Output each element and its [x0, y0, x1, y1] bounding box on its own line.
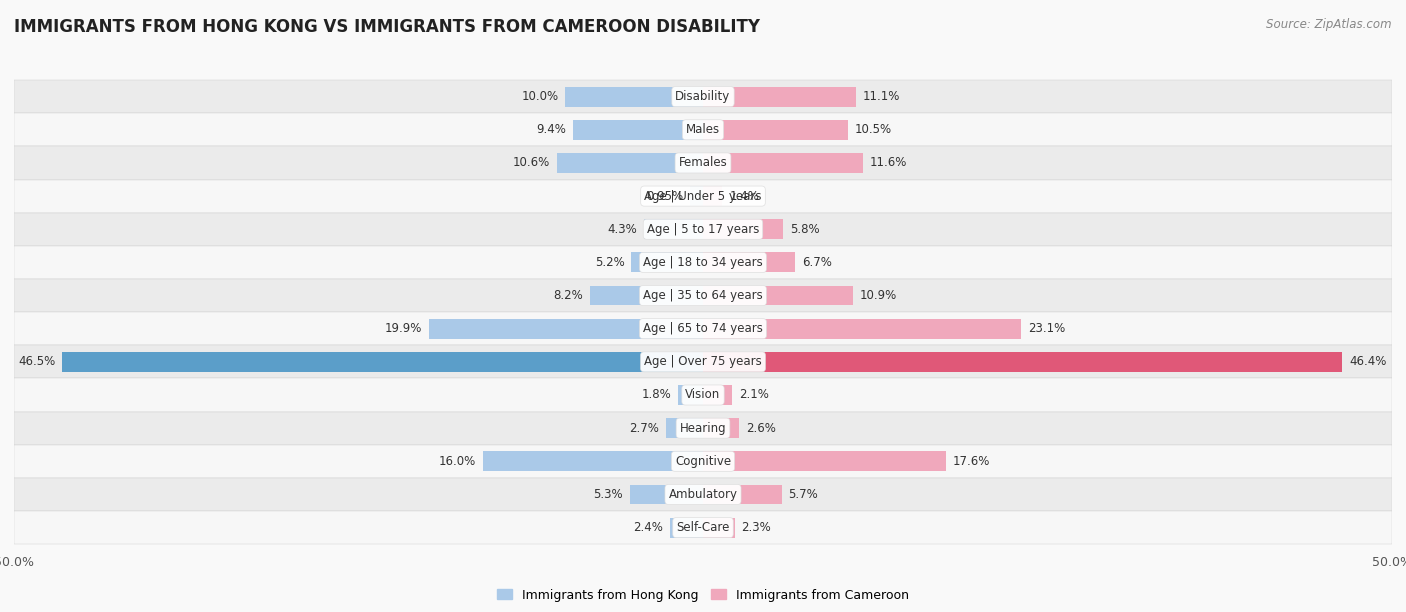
Text: 2.6%: 2.6% — [745, 422, 776, 435]
Text: 5.8%: 5.8% — [790, 223, 820, 236]
Text: Source: ZipAtlas.com: Source: ZipAtlas.com — [1267, 18, 1392, 31]
Bar — [669, 518, 703, 537]
Text: 17.6%: 17.6% — [952, 455, 990, 468]
Bar — [14, 212, 1392, 246]
Text: 0.95%: 0.95% — [645, 190, 683, 203]
Text: 1.8%: 1.8% — [641, 389, 671, 401]
Bar — [14, 478, 1392, 511]
Bar — [703, 153, 863, 173]
Text: 23.1%: 23.1% — [1028, 322, 1066, 335]
Text: Ambulatory: Ambulatory — [668, 488, 738, 501]
Bar — [14, 445, 1392, 478]
Text: 6.7%: 6.7% — [803, 256, 832, 269]
Bar — [703, 186, 723, 206]
Text: 10.5%: 10.5% — [855, 123, 891, 136]
Text: 11.6%: 11.6% — [870, 157, 907, 170]
Text: 2.1%: 2.1% — [738, 389, 769, 401]
Text: 10.6%: 10.6% — [513, 157, 550, 170]
Text: Disability: Disability — [675, 90, 731, 103]
Bar — [565, 87, 703, 106]
Bar — [14, 312, 1392, 345]
Bar — [703, 286, 853, 305]
Text: 2.3%: 2.3% — [741, 521, 772, 534]
Text: IMMIGRANTS FROM HONG KONG VS IMMIGRANTS FROM CAMEROON DISABILITY: IMMIGRANTS FROM HONG KONG VS IMMIGRANTS … — [14, 18, 761, 36]
Legend: Immigrants from Hong Kong, Immigrants from Cameroon: Immigrants from Hong Kong, Immigrants fr… — [492, 584, 914, 606]
Bar — [14, 113, 1392, 146]
Bar — [666, 418, 703, 438]
Bar — [678, 385, 703, 405]
Bar — [703, 352, 1343, 371]
Text: 11.1%: 11.1% — [863, 90, 900, 103]
Bar — [630, 485, 703, 504]
Bar — [703, 120, 848, 140]
Text: Age | Over 75 years: Age | Over 75 years — [644, 356, 762, 368]
Bar — [703, 385, 733, 405]
Text: Vision: Vision — [685, 389, 721, 401]
Bar — [14, 246, 1392, 279]
Text: 8.2%: 8.2% — [554, 289, 583, 302]
Bar — [482, 451, 703, 471]
Bar — [14, 179, 1392, 212]
Text: Age | 65 to 74 years: Age | 65 to 74 years — [643, 322, 763, 335]
Bar — [14, 146, 1392, 179]
Bar — [703, 518, 735, 537]
Text: 2.4%: 2.4% — [633, 521, 664, 534]
Text: 10.9%: 10.9% — [860, 289, 897, 302]
Bar — [703, 319, 1021, 338]
Text: Self-Care: Self-Care — [676, 521, 730, 534]
Text: 4.3%: 4.3% — [607, 223, 637, 236]
Bar — [62, 352, 703, 371]
Bar — [14, 378, 1392, 411]
Text: Age | Under 5 years: Age | Under 5 years — [644, 190, 762, 203]
Bar — [703, 252, 796, 272]
Text: 46.4%: 46.4% — [1350, 356, 1386, 368]
Text: Age | 18 to 34 years: Age | 18 to 34 years — [643, 256, 763, 269]
Bar — [14, 345, 1392, 378]
Text: 10.0%: 10.0% — [522, 90, 558, 103]
Bar — [703, 418, 738, 438]
Text: 19.9%: 19.9% — [384, 322, 422, 335]
Text: 5.7%: 5.7% — [789, 488, 818, 501]
Bar — [644, 219, 703, 239]
Text: 46.5%: 46.5% — [18, 356, 55, 368]
Bar — [703, 485, 782, 504]
Bar — [574, 120, 703, 140]
Bar — [703, 87, 856, 106]
Text: 5.3%: 5.3% — [593, 488, 623, 501]
Bar — [703, 451, 945, 471]
Bar — [591, 286, 703, 305]
Bar — [557, 153, 703, 173]
Text: 16.0%: 16.0% — [439, 455, 475, 468]
Text: 9.4%: 9.4% — [537, 123, 567, 136]
Text: Age | 35 to 64 years: Age | 35 to 64 years — [643, 289, 763, 302]
Text: Males: Males — [686, 123, 720, 136]
Bar — [703, 219, 783, 239]
Bar — [631, 252, 703, 272]
Text: 2.7%: 2.7% — [628, 422, 659, 435]
Text: Females: Females — [679, 157, 727, 170]
Bar — [14, 511, 1392, 544]
Bar — [14, 80, 1392, 113]
Bar — [14, 279, 1392, 312]
Text: Hearing: Hearing — [679, 422, 727, 435]
Bar — [14, 411, 1392, 445]
Text: Cognitive: Cognitive — [675, 455, 731, 468]
Text: 1.4%: 1.4% — [730, 190, 759, 203]
Text: Age | 5 to 17 years: Age | 5 to 17 years — [647, 223, 759, 236]
Bar — [690, 186, 703, 206]
Bar — [429, 319, 703, 338]
Text: 5.2%: 5.2% — [595, 256, 624, 269]
